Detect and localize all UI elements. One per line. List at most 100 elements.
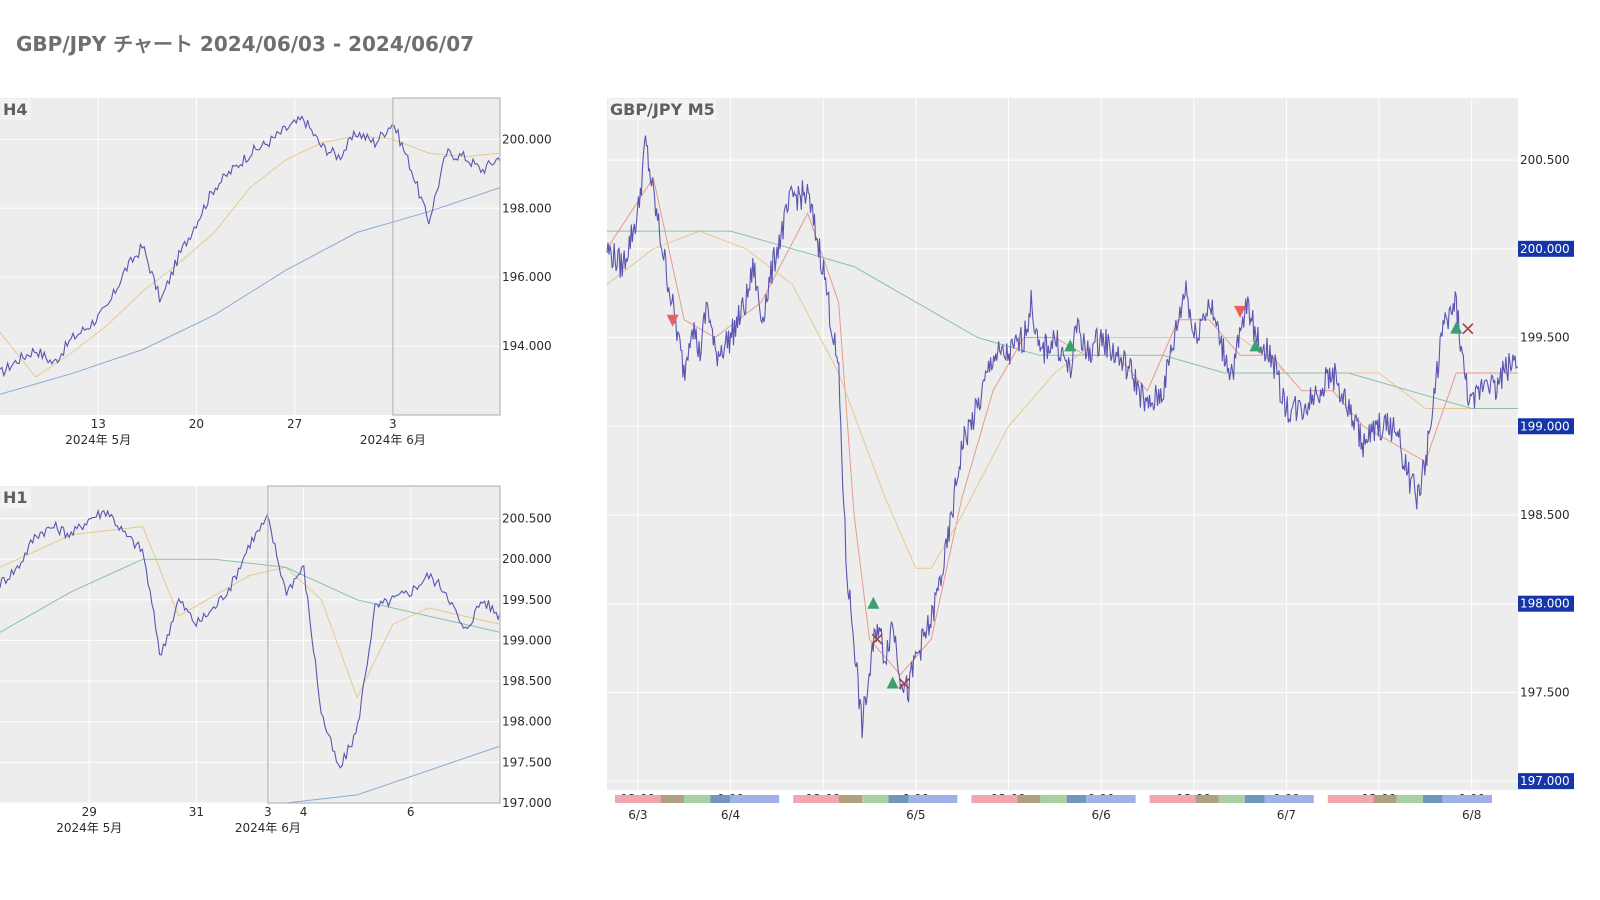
session-bar-segment xyxy=(971,795,1018,803)
y-tick-label: 200.000 xyxy=(502,132,552,146)
y-tick-label: 200.500 xyxy=(502,512,552,526)
plot-area xyxy=(0,486,500,803)
session-bar-segment xyxy=(1066,795,1087,803)
x-tick-sublabel: 2024年 5月 xyxy=(65,433,131,447)
exit-signal-marker xyxy=(898,677,910,690)
y-tick-label: 197.000 xyxy=(502,796,552,810)
y-tick-label: 200.500 xyxy=(1520,153,1570,167)
panel-label-bg xyxy=(1,99,31,120)
session-bar-segment xyxy=(1327,795,1374,803)
x-tick-sublabel: 2024年 6月 xyxy=(360,433,426,447)
sell-signal-marker xyxy=(1234,305,1247,318)
session-bar-segment xyxy=(1149,795,1196,803)
y-tick-label: 199.000 xyxy=(1520,419,1570,433)
session-bar-segment xyxy=(710,795,730,803)
panel-label-bg xyxy=(1,487,31,508)
y-tick-label: 198.500 xyxy=(502,674,552,688)
y-tick-label: 198.000 xyxy=(1520,597,1570,611)
y-tick-label: 199.500 xyxy=(502,593,552,607)
y-tick-label: 199.000 xyxy=(502,633,552,647)
session-bar-segment xyxy=(615,795,661,803)
x-tick-label: 20 xyxy=(189,417,204,431)
session-bar-segment xyxy=(1195,795,1219,803)
exit-signal-marker xyxy=(871,633,883,645)
x-tick-sublabel: 6/6 xyxy=(1091,808,1110,822)
session-bar-segment xyxy=(1017,795,1041,803)
session-bar-segment xyxy=(1396,795,1424,803)
buy-signal-marker xyxy=(1064,339,1077,352)
page-title: GBP/JPY チャート 2024/06/03 - 2024/06/07 xyxy=(16,32,475,56)
price-level-badge xyxy=(1518,240,1574,257)
session-bar-segment xyxy=(1373,795,1397,803)
x-tick-sublabel: 6/5 xyxy=(906,808,925,822)
x-tick-label: 4 xyxy=(300,805,308,819)
session-bar-segment xyxy=(729,795,780,803)
session-bar-segment xyxy=(683,795,711,803)
price-series xyxy=(0,508,501,769)
ma_mid-line xyxy=(606,230,1518,569)
ma_mid-line xyxy=(0,135,501,378)
x-tick-sublabel: 6/8 xyxy=(1462,808,1481,822)
price-level-badge xyxy=(1518,418,1574,435)
y-tick-label: 197.000 xyxy=(1520,774,1570,788)
session-bar-segment xyxy=(862,795,889,803)
panel-title: H4 xyxy=(3,100,28,119)
ma_longest-line xyxy=(0,187,501,395)
x-tick-sublabel: 2024年 5月 xyxy=(56,821,122,835)
buy-signal-marker xyxy=(886,676,899,689)
h4-panel: 194.000 196.000 198.000 200.000 13 2024年 5月 20… xyxy=(0,97,552,447)
price-level-badge xyxy=(1518,595,1574,612)
ma_long-line xyxy=(0,558,501,633)
current-range-box xyxy=(267,485,501,804)
x-tick-label: 6 xyxy=(407,805,415,819)
session-bar-segment xyxy=(908,795,958,803)
y-tick-label: 196.000 xyxy=(502,270,552,284)
y-tick-label: 197.500 xyxy=(502,755,552,769)
session-bar-segment xyxy=(1442,795,1492,803)
y-tick-label: 198.000 xyxy=(502,715,552,729)
buy-signal-marker xyxy=(867,596,880,609)
session-bar-segment xyxy=(1040,795,1067,803)
panel-label-bg xyxy=(608,99,716,120)
x-tick-sublabel: 6/4 xyxy=(721,808,740,822)
ma_longest-line xyxy=(285,745,501,804)
x-tick-label: 3 xyxy=(264,805,272,819)
price-series xyxy=(0,115,501,378)
session-bar-segment xyxy=(1086,795,1136,803)
x-tick-label: 29 xyxy=(82,805,97,819)
h1-panel: 197.000 197.500 198.000 198.500 199.000 199.5… xyxy=(0,485,552,835)
session-bar-segment xyxy=(1218,795,1245,803)
session-bar-segment xyxy=(1264,795,1314,803)
session-bar-segment xyxy=(839,795,863,803)
session-bar-segment xyxy=(660,795,684,803)
y-tick-label: 198.500 xyxy=(1520,508,1570,522)
session-bar-segment xyxy=(793,795,840,803)
ma_mid-line xyxy=(0,526,501,699)
y-tick-label: 199.500 xyxy=(1520,331,1570,345)
ma_long-line xyxy=(607,230,1518,409)
plot-area xyxy=(607,98,1518,790)
x-tick-label: 3 xyxy=(389,417,397,431)
current-range-box xyxy=(392,97,501,416)
x-tick-label: 31 xyxy=(189,805,204,819)
session-bar-segment xyxy=(888,795,909,803)
session-bar-segment xyxy=(1423,795,1443,803)
y-tick-label: 194.000 xyxy=(502,339,552,353)
x-tick-sublabel: 6/3 xyxy=(628,808,647,822)
buy-signal-marker xyxy=(1450,321,1463,334)
x-tick-label: 27 xyxy=(287,417,302,431)
sell-signal-marker xyxy=(666,314,679,327)
y-tick-label: 198.000 xyxy=(502,201,552,215)
buy-signal-marker xyxy=(1249,339,1262,352)
price-level-badge xyxy=(1518,773,1574,790)
panel-title: GBP/JPY M5 xyxy=(610,100,715,119)
y-tick-label: 197.500 xyxy=(1520,685,1570,699)
y-tick-label: 200.000 xyxy=(502,552,552,566)
x-tick-sublabel: 6/7 xyxy=(1277,808,1296,822)
exit-signal-marker xyxy=(1462,323,1474,335)
panel-title: H1 xyxy=(3,488,28,507)
m5-panel: 197.000 197.500 198.000 198.500 199.000 199.5… xyxy=(606,98,1574,822)
x-tick-sublabel: 2024年 6月 xyxy=(235,821,301,835)
plot-area xyxy=(0,98,500,415)
